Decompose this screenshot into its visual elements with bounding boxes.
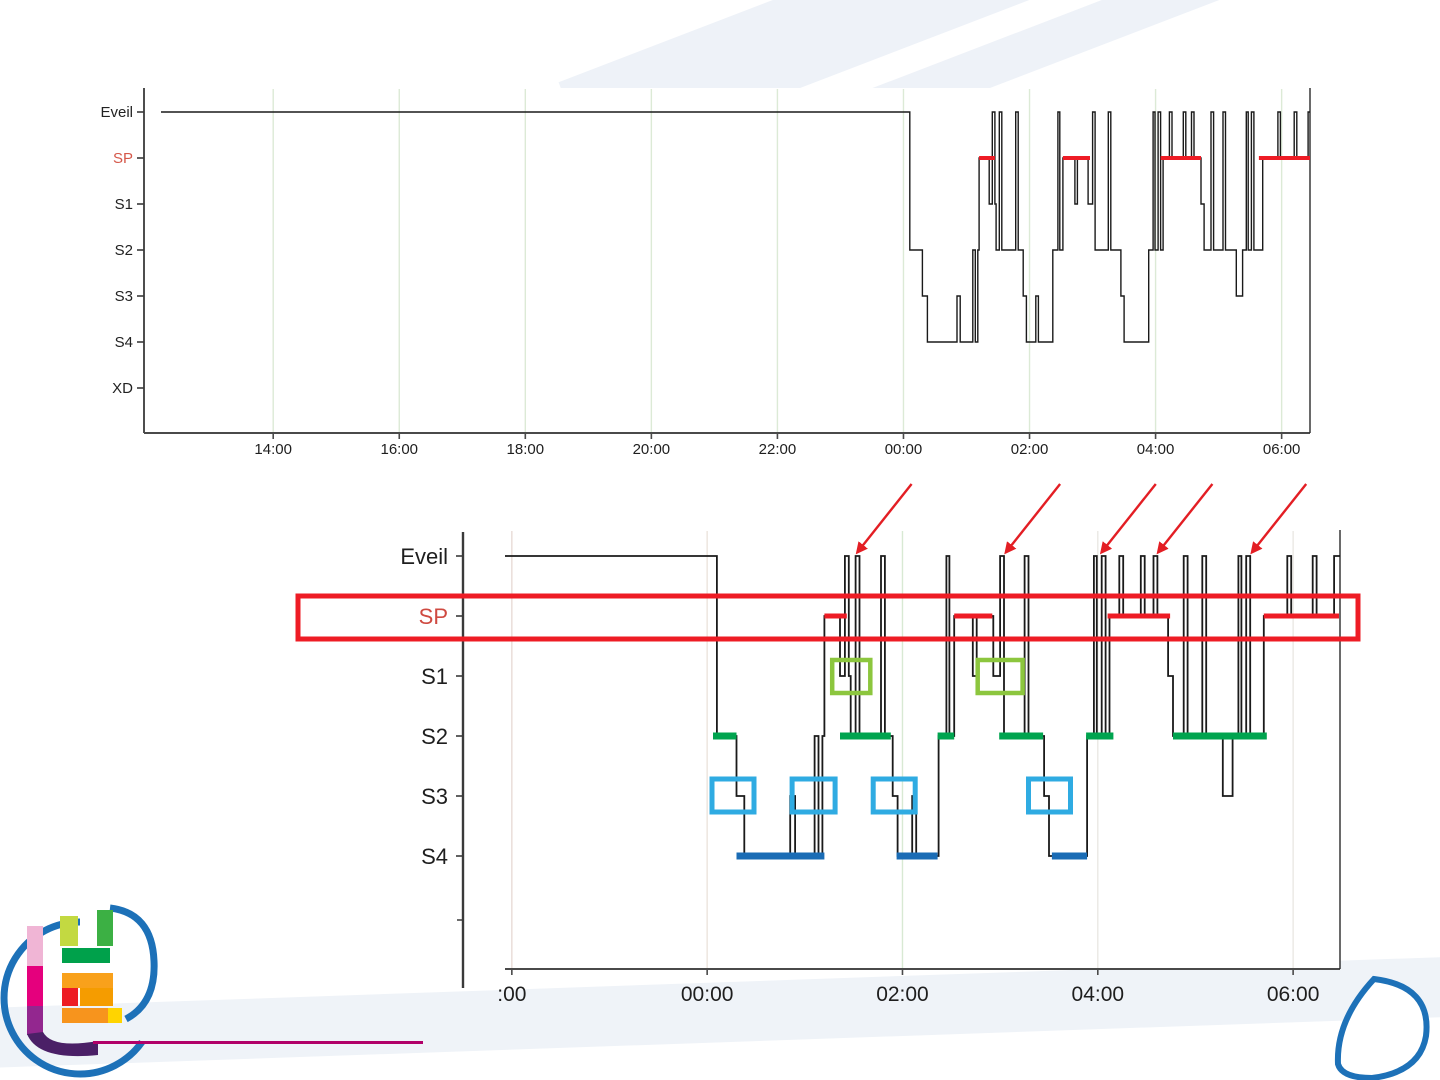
x-tick-label: 04:00 xyxy=(1072,983,1125,1006)
logo-tile-yellow xyxy=(108,1008,122,1023)
stage-label-s3: S3 xyxy=(421,784,448,809)
x-tick-label: 00:00 xyxy=(681,983,734,1006)
stage-label-s2: S2 xyxy=(421,724,448,749)
x-tick-label: 06:00 xyxy=(1267,983,1320,1006)
x-tick-label: 04:00 xyxy=(1137,441,1175,458)
stage-label-eveil: Eveil xyxy=(400,544,448,569)
stage-label-s1: S1 xyxy=(115,196,133,213)
stage-label-s3: S3 xyxy=(115,288,133,305)
plot-background xyxy=(505,530,1340,969)
stage-label-eveil: Eveil xyxy=(100,104,133,121)
university-logo xyxy=(0,904,158,1078)
logo-tile-lightgreen xyxy=(60,916,78,946)
logo-swoosh-dark-purple xyxy=(27,1032,98,1057)
stage-label-s1: S1 xyxy=(421,664,448,689)
wake-arrow xyxy=(1099,483,1157,555)
logo-tile-green xyxy=(97,910,113,946)
x-tick-label: 00:00 xyxy=(885,441,923,458)
stage-label-s4: S4 xyxy=(421,844,448,869)
green-box-annotation xyxy=(975,657,1025,696)
logo-tile-darkgreen xyxy=(62,948,110,963)
blue-box-annotation xyxy=(709,776,757,815)
wake-arrow xyxy=(855,483,913,555)
logo-tile-purple xyxy=(27,1006,43,1035)
x-tick-label: 22:00 xyxy=(759,441,797,458)
x-tick-label: 02:00 xyxy=(1011,441,1049,458)
logo-tile-orange xyxy=(62,973,113,988)
x-tick-label: :00 xyxy=(497,983,526,1006)
x-tick-label: 20:00 xyxy=(633,441,671,458)
logo-tile-orange2 xyxy=(80,988,113,1006)
stage-label-xd: XD xyxy=(112,380,133,397)
wake-arrow xyxy=(1156,483,1214,555)
logo-tile-pink xyxy=(27,926,43,966)
logo-tile-orange3 xyxy=(62,1008,108,1023)
logo-tile-magenta xyxy=(27,966,43,1006)
sp-row-red-rect xyxy=(295,593,1361,642)
blue-box-annotation xyxy=(789,776,838,815)
annotations xyxy=(295,483,1361,815)
blue-box-annotation xyxy=(1026,776,1073,815)
green-box-annotation xyxy=(829,657,873,696)
plot-background xyxy=(144,88,1310,433)
stage-label-s2: S2 xyxy=(115,242,133,259)
x-tick-label: 06:00 xyxy=(1263,441,1301,458)
footer-crescent-logo xyxy=(1334,975,1430,1080)
crescent-shape xyxy=(1334,975,1430,1080)
logo-hook xyxy=(109,904,158,1023)
divider-line xyxy=(93,1041,423,1044)
x-tick-label: 02:00 xyxy=(876,983,929,1006)
wake-arrow xyxy=(1250,483,1308,555)
x-tick-label: 14:00 xyxy=(254,441,292,458)
x-tick-label: 16:00 xyxy=(380,441,418,458)
stage-label-sp: SP xyxy=(419,604,448,629)
overview-hypnogram-chart: Eveil SP S1 S2 S3 S4 XD 14:00 16:00 18:00 20:00 22:… xyxy=(100,88,1311,458)
stage-label-sp: SP xyxy=(113,150,133,167)
wake-arrow xyxy=(1004,483,1062,555)
zoom-hypnogram-chart: Eveil SP S1 S2 S3 S4 :00 00:00 02:00 04:00 06:00 xyxy=(400,530,1341,1006)
logo-tile-red xyxy=(62,988,78,1006)
stage-label-s4: S4 xyxy=(115,334,133,351)
x-tick-label: 18:00 xyxy=(507,441,545,458)
blue-box-annotation xyxy=(870,776,918,815)
